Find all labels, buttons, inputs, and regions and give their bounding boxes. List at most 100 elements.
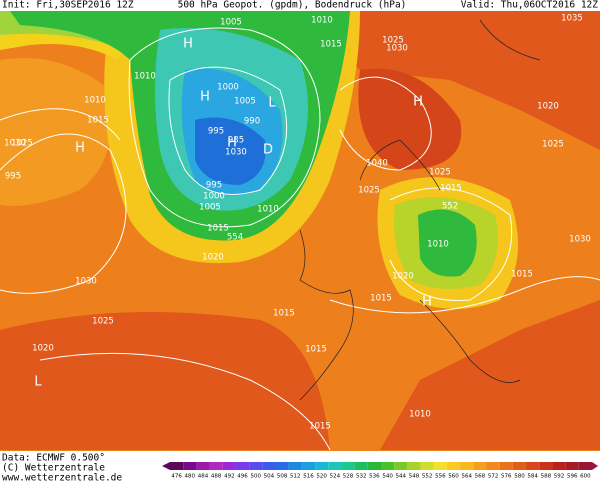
colorbar-label: 480 bbox=[185, 474, 196, 480]
colorbar-swatch bbox=[446, 462, 461, 470]
pressure-center: L bbox=[268, 96, 276, 111]
isobar-label: 1010 bbox=[311, 16, 333, 26]
pressure-center: D bbox=[263, 143, 273, 158]
colorbar-label: 556 bbox=[435, 474, 446, 480]
colorbar-swatch bbox=[394, 462, 408, 470]
colorbar-swatch bbox=[328, 462, 342, 470]
colorbar-swatch bbox=[170, 462, 184, 470]
isobar-label: 1030 bbox=[386, 44, 408, 54]
colorbar-label: 584 bbox=[527, 474, 538, 480]
colorbar-swatch bbox=[526, 462, 540, 470]
isobar-label: 1020 bbox=[392, 272, 414, 282]
colorbar-swatch bbox=[183, 462, 197, 470]
map-field bbox=[0, 11, 600, 451]
isobar-label: 1015 bbox=[309, 422, 331, 432]
colorbar-label: 500 bbox=[250, 474, 261, 480]
data-source: Data: ECMWF 0.500° bbox=[2, 453, 105, 464]
isobar-label: 1025 bbox=[429, 168, 451, 178]
colorbar-swatch bbox=[486, 462, 500, 470]
colorbar-label: 576 bbox=[501, 474, 512, 480]
colorbar-label: 564 bbox=[461, 474, 472, 480]
colorbar-swatch bbox=[341, 462, 355, 470]
colorbar-swatch bbox=[222, 462, 236, 470]
isobar-label: 1030 bbox=[4, 139, 26, 149]
colorbar-swatch bbox=[354, 462, 368, 470]
isobar-label: 1015 bbox=[207, 224, 229, 234]
colorbar-swatch bbox=[275, 462, 289, 470]
isobar-label: 995 bbox=[206, 181, 222, 191]
isobar-label: 1005 bbox=[199, 203, 221, 213]
website: www.wetterzentrale.de bbox=[2, 473, 122, 482]
colorbar-label: 596 bbox=[567, 474, 578, 480]
init-time: Init: Fri,30SEP2016 12Z bbox=[2, 0, 134, 11]
colorbar-swatch bbox=[420, 462, 434, 470]
colorbar: 476 480 484 488 492 496 500 504 508 512 516 520 524 5… bbox=[162, 462, 598, 480]
isobar-label: 990 bbox=[244, 117, 260, 127]
colorbar-swatch bbox=[433, 462, 447, 470]
isobar-label: 1025 bbox=[382, 36, 404, 46]
colorbar-label: 560 bbox=[448, 474, 459, 480]
isobar-label: 1010 bbox=[134, 72, 156, 82]
isobar-label: 1010 bbox=[409, 410, 431, 420]
colorbar-swatch bbox=[262, 462, 276, 470]
isobar-label: 985 bbox=[228, 136, 244, 146]
colorbar-swatch bbox=[460, 462, 474, 470]
isobar-label: 1010 bbox=[427, 240, 449, 250]
colorbar-label: 476 bbox=[171, 474, 182, 480]
isobar-label: 1010 bbox=[84, 96, 106, 106]
colorbar-swatch bbox=[315, 462, 329, 470]
pressure-center: H bbox=[422, 295, 432, 310]
isobar-label: 1015 bbox=[305, 345, 327, 355]
colorbar-arrow bbox=[162, 462, 170, 470]
valid-time: Valid: Thu,06OCT2016 12Z bbox=[461, 0, 599, 11]
map-title: 500 hPa Geopot. (gpdm), Bodendruck (hPa) bbox=[178, 0, 407, 11]
colorbar-swatch bbox=[552, 462, 566, 470]
pressure-center: L bbox=[34, 375, 42, 390]
colorbar-arrow bbox=[592, 462, 598, 470]
colorbar-label: 520 bbox=[316, 474, 327, 480]
isobar-label: 1010 bbox=[257, 205, 279, 215]
isobar-label: 1020 bbox=[537, 102, 559, 112]
colorbar-swatch bbox=[381, 462, 395, 470]
colorbar-label: 536 bbox=[369, 474, 380, 480]
colorbar-label: 568 bbox=[475, 474, 486, 480]
isobar-label: 1005 bbox=[220, 18, 242, 28]
colorbar-label: 532 bbox=[356, 474, 367, 480]
isobar-label: 1000 bbox=[217, 83, 239, 93]
colorbar-swatch bbox=[301, 462, 316, 470]
colorbar-swatch bbox=[249, 462, 263, 470]
colorbar-swatch bbox=[367, 462, 381, 470]
isobar-label: 1025 bbox=[92, 317, 114, 327]
pressure-center: H bbox=[413, 95, 423, 110]
pressure-center: H bbox=[75, 141, 85, 156]
colorbar-label: 524 bbox=[330, 474, 341, 480]
colorbar-label: 540 bbox=[382, 474, 393, 480]
pressure-center: H bbox=[200, 90, 210, 105]
colorbar-label: 512 bbox=[290, 474, 301, 480]
pressure-center: H bbox=[183, 37, 193, 52]
copyright: (C) Wetterzentrale bbox=[2, 463, 105, 474]
isobar-label: 1035 bbox=[561, 14, 583, 24]
isobar-label: 1020 bbox=[32, 344, 54, 354]
isobar-label: 1015 bbox=[273, 309, 295, 319]
isobar-label: 1030 bbox=[225, 148, 247, 158]
colorbar-label: 516 bbox=[303, 474, 314, 480]
colorbar-label: 544 bbox=[396, 474, 407, 480]
colorbar-swatch bbox=[235, 462, 250, 470]
colorbar-label: 600 bbox=[580, 474, 591, 480]
isobar-label: 1015 bbox=[511, 270, 533, 280]
isobar-label: 1025 bbox=[358, 186, 380, 196]
isobar-label: 1025 bbox=[11, 139, 33, 149]
colorbar-label: 508 bbox=[277, 474, 288, 480]
colorbar-swatch bbox=[288, 462, 302, 470]
colorbar-swatch bbox=[565, 462, 579, 470]
isobar-label: 1020 bbox=[202, 253, 224, 263]
isobar-label: 1040 bbox=[366, 159, 388, 169]
isobar-label: 554 bbox=[227, 233, 243, 243]
colorbar-label: 552 bbox=[422, 474, 433, 480]
isobar-label: 1005 bbox=[234, 97, 256, 107]
colorbar-label: 484 bbox=[198, 474, 209, 480]
pressure-center: H bbox=[227, 136, 237, 151]
colorbar-swatch bbox=[578, 462, 592, 470]
